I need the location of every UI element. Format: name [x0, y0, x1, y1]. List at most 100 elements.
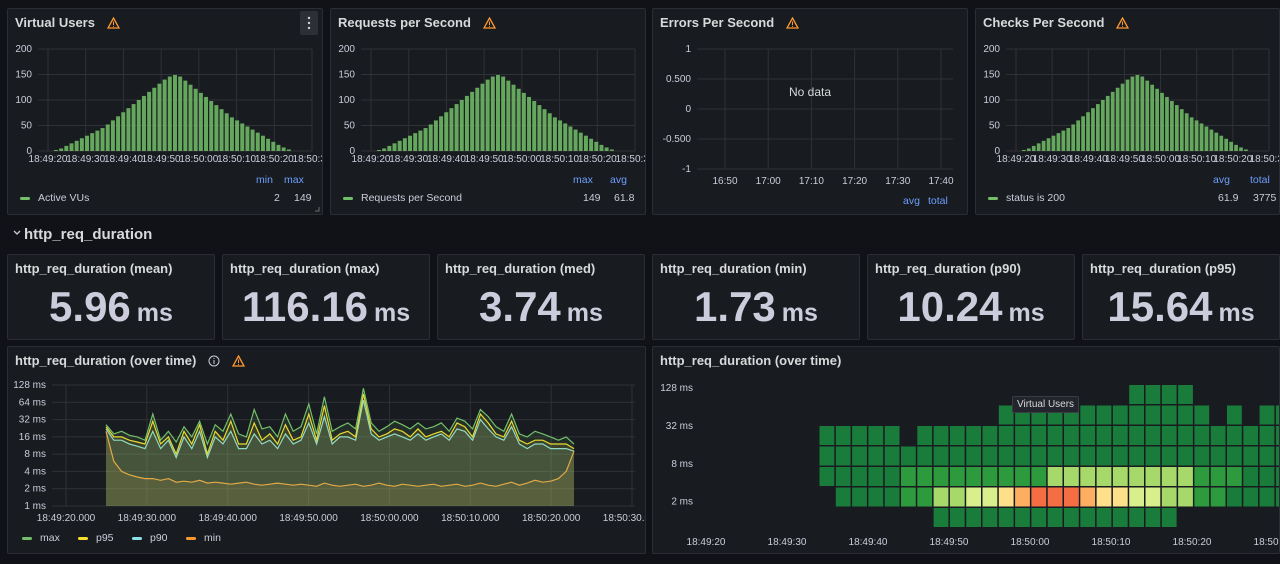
- panel-title: http_req_duration (over time): [15, 353, 246, 368]
- heatmap-cell: [868, 446, 884, 466]
- legend-header-max[interactable]: max: [573, 174, 593, 186]
- rps-chart[interactable]: 0 50 100 150 200 18:49:2018:49:3018:49:4018:4…: [331, 39, 646, 199]
- ellipsis-icon: [307, 16, 311, 30]
- legend-item-p95[interactable]: p95: [78, 532, 114, 544]
- warning-icon[interactable]: [482, 17, 496, 29]
- bar: [1170, 101, 1174, 151]
- stat-panel-min[interactable]: http_req_duration (min) 1.73 ms: [652, 254, 860, 340]
- panel-requests-per-second[interactable]: Requests per Second 0 50 100 150 200 18:49:20…: [330, 8, 646, 215]
- warning-icon[interactable]: [1116, 17, 1130, 29]
- bar: [527, 96, 532, 151]
- bar: [490, 76, 495, 151]
- heatmap-cell: [1227, 487, 1242, 507]
- bar: [604, 147, 609, 151]
- legend-item-max[interactable]: max: [22, 532, 60, 544]
- legend-header-avg[interactable]: avg: [903, 195, 920, 207]
- heatmap-cell: [1275, 467, 1279, 486]
- panel-duration-over-time[interactable]: http_req_duration (over time) 128 ms 64 m…: [7, 346, 646, 554]
- bar: [235, 120, 240, 151]
- bar: [1224, 138, 1229, 151]
- errors-chart[interactable]: 1 0.500 0 -0.500 -1 16:50 17:00 17:10 17:20 17:30…: [653, 39, 968, 209]
- y-tick-label: -0.500: [663, 134, 692, 145]
- panel-errors-per-second[interactable]: Errors Per Second 1 0.500 0 -0.500 -1 16:50 17…: [652, 8, 968, 215]
- heatmap-cell: [933, 508, 949, 527]
- legend-header-max[interactable]: max: [284, 174, 304, 186]
- bar: [110, 120, 115, 151]
- heatmap-cell: [949, 487, 965, 507]
- y-tick-label: 150: [15, 70, 32, 81]
- bar: [1061, 130, 1066, 151]
- panel-menu-button[interactable]: [300, 11, 318, 35]
- series-swatch: [132, 536, 142, 540]
- bar: [382, 148, 387, 151]
- bar: [423, 128, 428, 151]
- y-tick-label: 2 ms: [671, 497, 693, 508]
- x-tick-label: 18:49:40: [104, 154, 143, 165]
- heatmap-cell: [966, 487, 981, 507]
- bar: [1204, 126, 1209, 151]
- x-tick-label: 18:49:50.000: [279, 513, 338, 524]
- heatmap-cell: [868, 426, 884, 445]
- stat-panel-p95[interactable]: http_req_duration (p95) 15.64 ms: [1082, 254, 1280, 340]
- legend-value-avg: 61.8: [614, 192, 635, 204]
- legend-header-total[interactable]: total: [1250, 174, 1270, 186]
- heatmap-cell: [1194, 467, 1210, 486]
- heatmap-cell: [1129, 467, 1144, 486]
- warning-icon[interactable]: [786, 17, 800, 29]
- series-area-p90: [106, 400, 574, 506]
- legend-header-avg[interactable]: avg: [610, 174, 627, 186]
- warning-icon[interactable]: [232, 355, 246, 367]
- duration-heatmap-chart[interactable]: 128 ms 32 ms 8 ms 2 ms 18:49:20 18:49:30 18:49…: [653, 375, 1280, 554]
- bar: [1145, 80, 1150, 151]
- heatmap-cell: [852, 467, 867, 486]
- heatmap-cell: [1227, 467, 1242, 486]
- stat-panel-max[interactable]: http_req_duration (max) 116.16 ms: [222, 254, 430, 340]
- heatmap-cell: [835, 446, 851, 466]
- bar: [1036, 143, 1041, 151]
- panel-duration-heatmap[interactable]: http_req_duration (over time) 128 ms 32 m…: [652, 346, 1280, 554]
- bar: [1189, 117, 1194, 151]
- resize-handle-icon[interactable]: [314, 206, 320, 212]
- bar: [79, 138, 84, 151]
- heatmap-cell: [1145, 487, 1161, 507]
- legend-header-total[interactable]: total: [928, 195, 948, 207]
- cps-chart[interactable]: 0 50 100 150 200 18:49:2018:49:3018:49:4018:4…: [976, 39, 1280, 199]
- stat-panel-p90[interactable]: http_req_duration (p90) 10.24 ms: [867, 254, 1075, 340]
- stat-panel-mean[interactable]: http_req_duration (mean) 5.96 ms: [7, 254, 215, 340]
- heatmap-cell: [1112, 426, 1128, 445]
- heatmap-cell: [1047, 487, 1063, 507]
- heatmap-cell: [1112, 508, 1128, 527]
- vus-chart[interactable]: 0 50 100 150 200 18:49:2018:49:3018:49:4018:4…: [8, 39, 323, 199]
- stat-title: http_req_duration (mean): [15, 261, 173, 276]
- heatmap-cell: [1178, 446, 1193, 466]
- legend-item-min[interactable]: min: [186, 532, 221, 544]
- x-tick-label: 17:30: [885, 176, 910, 187]
- x-tick-label: 18:50:10: [540, 154, 579, 165]
- bar: [480, 83, 485, 151]
- heatmap-cell: [1259, 426, 1275, 445]
- legend-item[interactable]: status is 200: [988, 192, 1065, 204]
- legend-header-avg[interactable]: avg: [1213, 174, 1230, 186]
- legend-item-p90[interactable]: p90: [132, 532, 168, 544]
- bar: [209, 101, 214, 151]
- heatmap-cell: [1080, 405, 1096, 425]
- info-icon[interactable]: [208, 355, 220, 367]
- legend-item[interactable]: Active VUs: [20, 192, 89, 204]
- legend-item[interactable]: Requests per Second: [343, 192, 462, 204]
- bar: [454, 104, 459, 151]
- bar: [95, 130, 100, 151]
- legend-header-min[interactable]: min: [256, 174, 273, 186]
- panel-virtual-users[interactable]: Virtual Users 0 50 100 150 200 18:49:20 18:49:…: [7, 8, 323, 215]
- heatmap-cell: [1096, 426, 1112, 445]
- stat-panel-med[interactable]: http_req_duration (med) 3.74 ms: [437, 254, 645, 340]
- heatmap-cell: [1112, 446, 1128, 466]
- row-header-http-req-duration[interactable]: http_req_duration: [12, 226, 152, 243]
- y-tick-label: 50: [989, 121, 1001, 132]
- series-line-min: [105, 431, 575, 487]
- bar: [266, 138, 271, 151]
- warning-icon[interactable]: [106, 17, 120, 29]
- heatmap-cell: [1210, 446, 1226, 466]
- panel-checks-per-second[interactable]: Checks Per Second 0 50 100 150 200 18:49:20 18…: [975, 8, 1280, 215]
- heatmap-cell: [917, 467, 933, 486]
